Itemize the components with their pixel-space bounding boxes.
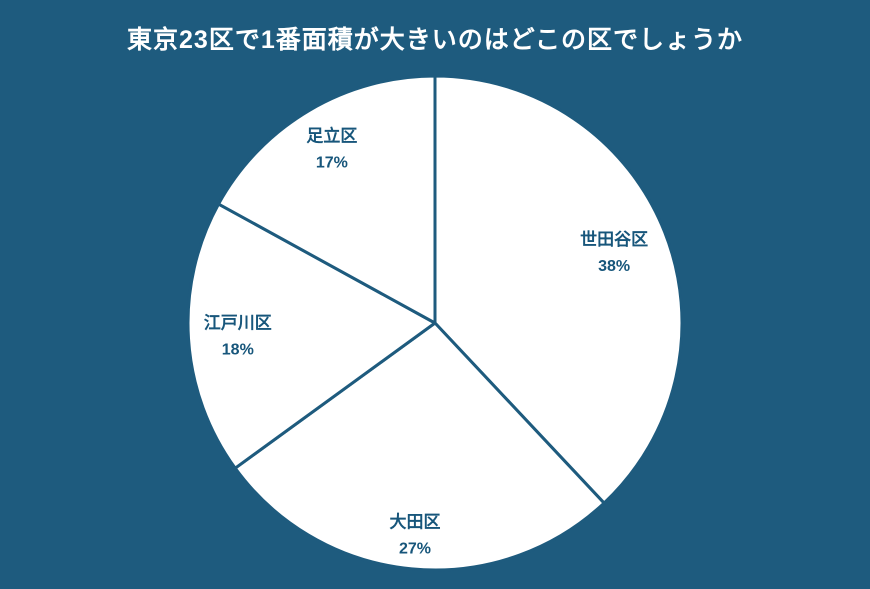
slice-percent-label: 18% xyxy=(222,341,254,358)
slice-name-label: 江戸川区 xyxy=(204,313,272,332)
slice-label-group-3: 足立区 17% xyxy=(306,126,357,172)
pie-slice-1 xyxy=(233,321,606,572)
slice-percent-label: 27% xyxy=(399,541,431,558)
pie-slice-3 xyxy=(217,74,437,325)
chart-title: 東京23区で1番面積が大きいのはどこの区でしょうか xyxy=(127,26,743,54)
slice-percent-label: 17% xyxy=(316,155,348,172)
pie-slice-2 xyxy=(186,202,437,470)
pie-slice-0 xyxy=(433,74,684,505)
slice-label-group-1: 大田区 27% xyxy=(390,512,441,558)
slice-label-group-2: 江戸川区 18% xyxy=(204,313,272,358)
slice-name-label: 世田谷区 xyxy=(580,230,648,249)
slice-label-group-0: 世田谷区 38% xyxy=(580,230,648,275)
slice-name-label: 大田区 xyxy=(390,512,441,532)
slice-percent-label: 38% xyxy=(598,258,630,275)
slice-name-label: 足立区 xyxy=(306,126,357,146)
